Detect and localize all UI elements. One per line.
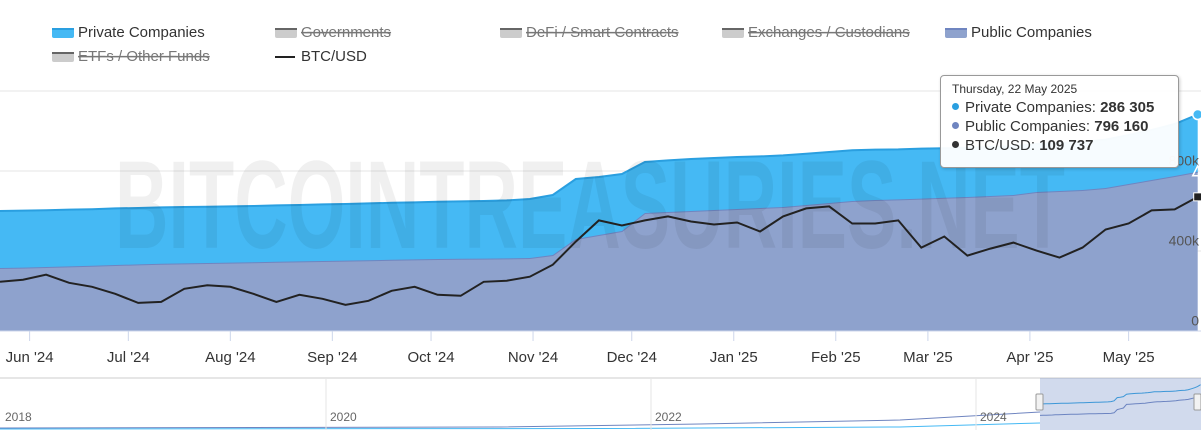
legend-label[interactable]: Governments xyxy=(301,24,391,41)
navigator: 2018 2020 2022 2024 xyxy=(5,378,1201,430)
navigator-series xyxy=(1039,384,1201,405)
y-tick-label: 400k xyxy=(1169,233,1200,249)
x-tick-label: Jan '25 xyxy=(710,349,758,366)
tooltip-series-name: BTC/USD xyxy=(965,137,1039,154)
legend-symbol xyxy=(275,28,297,38)
x-tick-label: Feb '25 xyxy=(811,349,861,366)
navigator-label: 2024 xyxy=(980,410,1007,424)
legend-symbol xyxy=(722,28,744,38)
legend-item[interactable]: ETFs / Other Funds xyxy=(52,48,210,65)
legend-symbol xyxy=(52,52,74,62)
line xyxy=(0,196,1199,306)
tooltip-bullet xyxy=(952,122,959,129)
legend-label[interactable]: Private Companies xyxy=(78,24,205,41)
tooltip-bullet xyxy=(952,103,959,110)
navigator-handle[interactable] xyxy=(1193,393,1201,411)
tooltip-row: BTC/USD109 737 xyxy=(952,136,1173,155)
x-tick-label: Mar '25 xyxy=(903,349,953,366)
legend-symbol xyxy=(945,28,967,38)
tooltip-title: Thursday, 22 May 2025 xyxy=(952,82,1078,96)
x-tick-label: Nov '24 xyxy=(508,349,558,366)
legend-symbol xyxy=(500,28,522,38)
legend-item[interactable]: Public Companies xyxy=(945,24,1092,41)
navigator-line xyxy=(0,422,1041,430)
x-tick-label: Jun '24 xyxy=(6,349,54,366)
navigator-bg xyxy=(0,378,1201,430)
legend-item[interactable]: DeFi / Smart Contracts xyxy=(500,24,679,41)
x-tick-label: Apr '25 xyxy=(1006,349,1053,366)
legend-symbol xyxy=(52,28,74,38)
watermark: BITCOINTREASURIES.NET xyxy=(115,136,1065,275)
hover-marker xyxy=(1191,108,1201,121)
legend-item[interactable]: BTC/USD xyxy=(275,48,367,65)
tooltip-row: Private Companies286 305 xyxy=(952,98,1173,117)
navigator-label: 2018 xyxy=(5,410,32,424)
tooltip: Thursday, 22 May 2025 Private Companies2… xyxy=(940,75,1179,168)
area xyxy=(0,114,1198,268)
tooltip-value: 796 160 xyxy=(1094,118,1149,135)
x-tick-label: Dec '24 xyxy=(607,349,657,366)
navigator-label: 2020 xyxy=(330,410,357,424)
hover-marker xyxy=(1193,192,1201,202)
legend-label[interactable]: Exchanges / Custodians xyxy=(748,24,910,41)
legend-label[interactable]: Public Companies xyxy=(971,24,1092,41)
tooltip-series-name: Private Companies xyxy=(965,99,1100,116)
x-tick-label: Aug '24 xyxy=(205,349,255,366)
tooltip-value: 109 737 xyxy=(1039,137,1094,154)
navigator-series xyxy=(1039,395,1201,416)
y-tick-label: 0 xyxy=(1191,313,1199,329)
hover-marker xyxy=(1191,164,1201,177)
navigator-handle[interactable] xyxy=(1035,393,1044,411)
tooltip-value: 286 305 xyxy=(1100,99,1155,116)
x-tick-label: May '25 xyxy=(1103,349,1155,366)
tooltip-row: Public Companies796 160 xyxy=(952,117,1173,136)
legend-label[interactable]: BTC/USD xyxy=(301,48,367,65)
legend-item[interactable]: Governments xyxy=(275,24,391,41)
navigator-label: 2022 xyxy=(655,410,682,424)
navigator-line xyxy=(0,411,1041,429)
x-tick-label: Oct '24 xyxy=(408,349,455,366)
plot-area xyxy=(0,113,1201,332)
legend-label[interactable]: DeFi / Smart Contracts xyxy=(526,24,679,41)
x-tick-label: Sep '24 xyxy=(307,349,357,366)
navigator-selection[interactable] xyxy=(1040,378,1201,430)
legend-item[interactable]: Private Companies xyxy=(52,24,205,41)
legend-label[interactable]: ETFs / Other Funds xyxy=(78,48,210,65)
x-tick-label: Jul '24 xyxy=(107,349,150,366)
tooltip-bullet xyxy=(952,141,959,148)
area xyxy=(0,171,1198,331)
tooltip-series-name: Public Companies xyxy=(965,118,1094,135)
legend-item[interactable]: Exchanges / Custodians xyxy=(722,24,910,41)
